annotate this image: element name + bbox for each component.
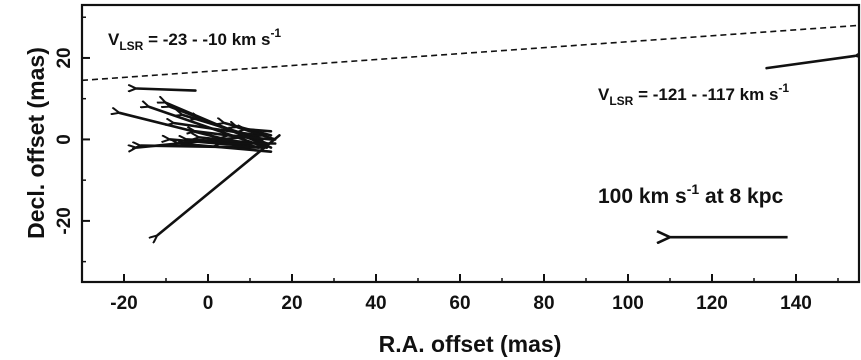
y-axis-ticks: -20 0 20 (54, 16, 90, 263)
velocity-vector (158, 134, 281, 235)
annotation-low-velocity: VLSR = -23 - -10 km s-1 (108, 26, 281, 53)
y-tick-label: -20 (54, 207, 75, 234)
velocity-vector (174, 123, 260, 137)
annotation-high-velocity: VLSR = -121 - -117 km s-1 (598, 81, 789, 108)
x-tick-label: 20 (281, 293, 302, 314)
x-tick-label: 120 (696, 293, 728, 314)
x-tick-label: 60 (449, 293, 470, 314)
x-tick-label: 40 (365, 293, 386, 314)
x-tick-label: 0 (203, 293, 214, 314)
x-tick-label: -20 (110, 293, 137, 314)
velocity-vector (765, 56, 855, 70)
y-tick-label: 20 (54, 47, 75, 68)
y-axis-title: Decl. offset (mas) (23, 47, 49, 239)
x-tick-label: 80 (533, 293, 554, 314)
plot-frame (80, 3, 861, 284)
y-tick-label: 0 (54, 134, 75, 145)
x-tick-label: 140 (780, 293, 812, 314)
velocity-vector (179, 144, 273, 153)
velocity-vector (229, 135, 273, 141)
x-tick-label: 100 (612, 293, 644, 314)
scale-label: 100 km s-1 at 8 kpc (598, 181, 784, 208)
velocity-vector (137, 89, 197, 91)
velocity-vectors (120, 56, 855, 235)
x-axis-title: R.A. offset (mas) (379, 331, 562, 357)
x-axis-ticks: -20 0 20 40 60 80 100 120 140 (81, 274, 839, 314)
velocity-vector (246, 129, 273, 131)
